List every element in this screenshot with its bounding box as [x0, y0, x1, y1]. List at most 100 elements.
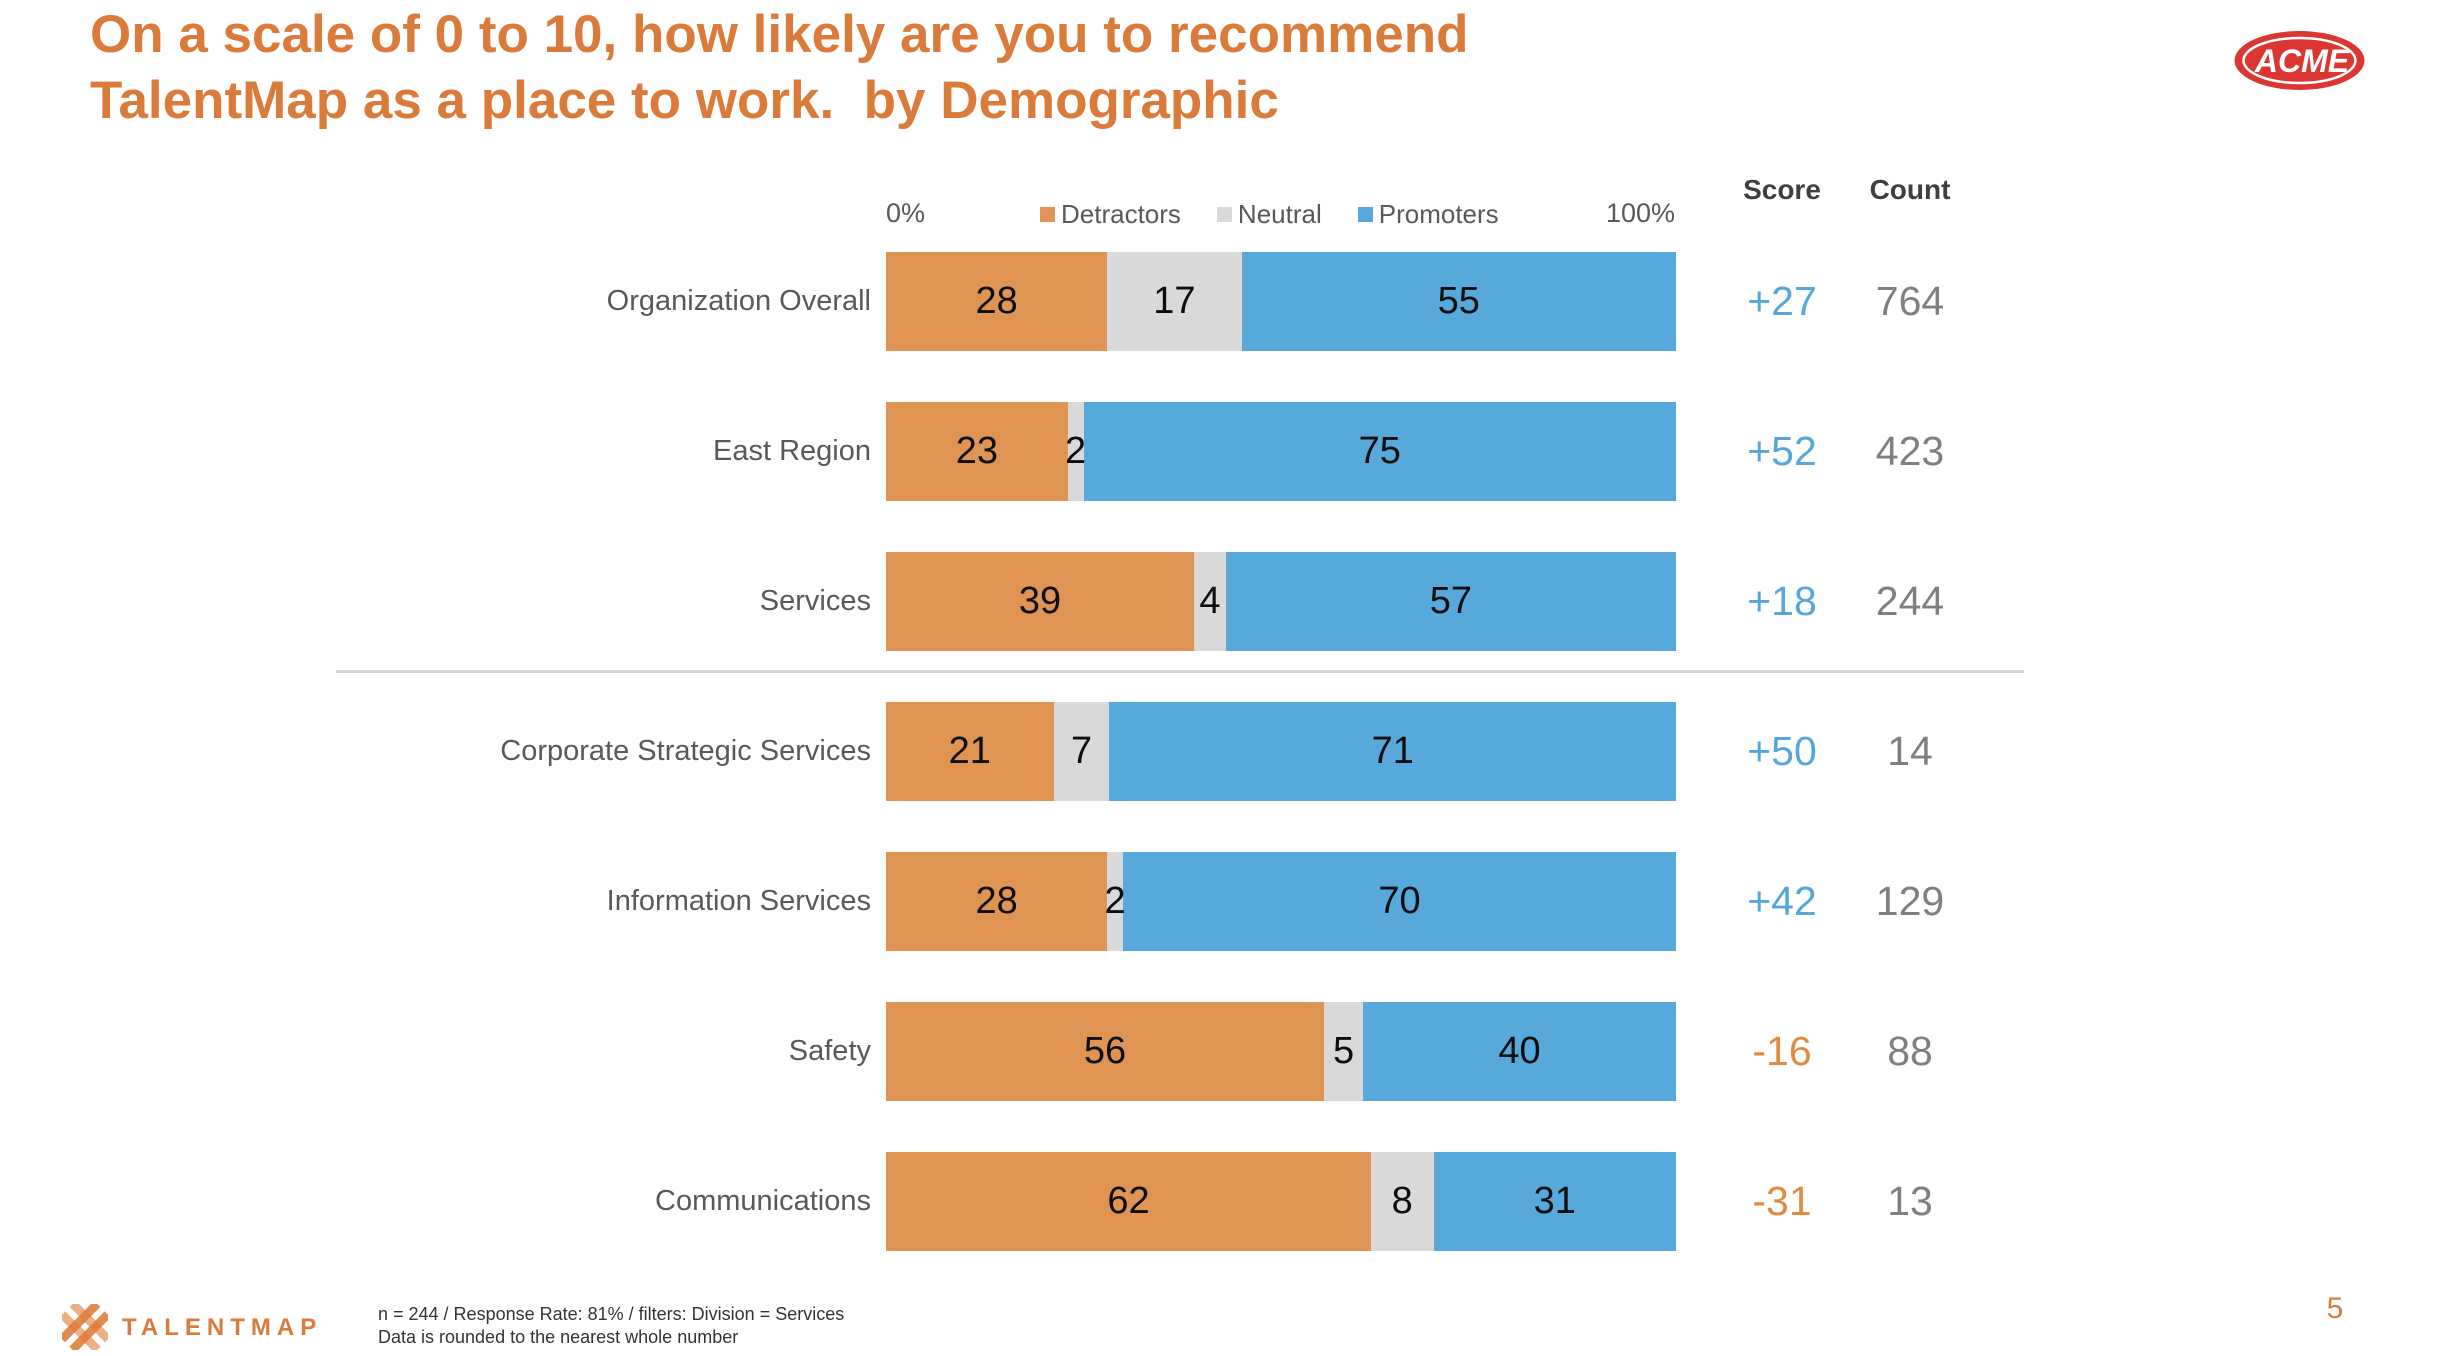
score-value: +42: [1747, 878, 1817, 924]
score-value: -16: [1752, 1028, 1812, 1074]
bar-segment-promoters: 55: [1241, 252, 1676, 351]
bar-segment-detractors: 28: [886, 252, 1108, 351]
chart-row: Corporate Strategic Services 21 7 71 +50 1…: [0, 702, 2438, 801]
bar-segment-neutral: 2: [1104, 852, 1126, 951]
bar-segment-detractors: 39: [886, 552, 1195, 651]
score-value: +27: [1747, 278, 1817, 324]
segment-value: 21: [948, 730, 991, 772]
segment-value: 62: [1107, 1180, 1150, 1222]
stacked-bar: 62 8 31: [886, 1152, 1676, 1251]
stacked-bar: 28 2 70: [886, 852, 1676, 951]
legend-item: Detractors: [1040, 199, 1181, 230]
count-value: 764: [1875, 278, 1945, 324]
segment-value: 40: [1498, 1030, 1541, 1072]
segment-value: 23: [955, 430, 998, 472]
chart-row: Services 39 4 57 +18 244: [0, 552, 2438, 651]
stacked-bar: 56 5 40: [886, 1002, 1676, 1101]
segment-value: 8: [1391, 1180, 1413, 1222]
legend-label: Detractors: [1061, 199, 1181, 229]
score-column-header: Score: [1743, 174, 1821, 205]
segment-value: 2: [1104, 880, 1126, 922]
stacked-bar: 23 2 75: [886, 402, 1676, 501]
section-divider: [336, 670, 2024, 673]
count-value: 88: [1887, 1028, 1933, 1074]
row-label: East Region: [713, 435, 871, 467]
count-column-header: Count: [1869, 174, 1951, 205]
stacked-bar: 28 17 55: [886, 252, 1676, 351]
row-label: Corporate Strategic Services: [500, 735, 871, 767]
bar-segment-neutral: 5: [1324, 1002, 1364, 1101]
footnote-line2: Data is rounded to the nearest whole num…: [378, 1327, 739, 1347]
segment-value: 17: [1153, 280, 1196, 322]
acme-logo-text: ACME: [2254, 43, 2351, 79]
bar-segment-promoters: 70: [1123, 852, 1676, 951]
segment-value: 75: [1358, 430, 1401, 472]
segment-value: 28: [975, 280, 1018, 322]
segment-value: 7: [1070, 730, 1093, 772]
legend-swatch-icon: [1216, 207, 1232, 222]
bar-segment-detractors: 21: [886, 702, 1054, 801]
segment-value: 5: [1333, 1030, 1355, 1072]
score-value: +50: [1747, 728, 1817, 774]
row-label: Services: [759, 585, 871, 617]
bar-segment-promoters: 40: [1363, 1002, 1676, 1101]
talentmap-logo-icon: [62, 1304, 108, 1350]
bar-segment-detractors: 62: [886, 1152, 1371, 1251]
count-value: 244: [1875, 578, 1945, 624]
chart-row: East Region 23 2 75 +52 423: [0, 402, 2438, 501]
bar-segment-promoters: 57: [1225, 552, 1676, 651]
legend: Detractors Neutral Promoters: [1040, 199, 1499, 230]
bar-segment-promoters: 75: [1083, 402, 1676, 501]
stacked-bar: 21 7 71: [886, 702, 1676, 801]
chart-row: Safety 56 5 40 -16 88: [0, 1002, 2438, 1101]
segment-value: 70: [1378, 880, 1421, 922]
count-value: 14: [1887, 728, 1933, 774]
row-label: Information Services: [606, 885, 871, 917]
segment-value: 39: [1018, 580, 1062, 622]
acme-logo: ACME: [2234, 31, 2365, 90]
page-title-line2: TalentMap as a place to work. by Demogra…: [90, 71, 1279, 130]
legend-swatch-icon: [1357, 207, 1373, 222]
row-label: Communications: [655, 1185, 871, 1217]
legend-swatch-icon: [1040, 207, 1055, 222]
legend-item: Neutral: [1216, 199, 1322, 230]
bar-segment-neutral: 7: [1053, 702, 1110, 801]
segment-value: 56: [1083, 1030, 1127, 1072]
legend-label: Neutral: [1237, 199, 1322, 229]
axis-label-100-percent: 100%: [1605, 198, 1675, 228]
talentmap-logo-text: TALENTMAP: [122, 1314, 323, 1341]
page-title-line1: On a scale of 0 to 10, how likely are yo…: [90, 5, 1469, 64]
count-value: 423: [1875, 428, 1945, 474]
bar-segment-detractors: 28: [886, 852, 1108, 951]
segment-value: 57: [1429, 580, 1472, 622]
bar-segment-neutral: 4: [1194, 552, 1226, 651]
legend-item: Promoters: [1357, 199, 1499, 230]
segment-value: 4: [1199, 580, 1221, 622]
segment-value: 28: [975, 880, 1018, 922]
segment-value: 2: [1065, 430, 1087, 472]
legend-label: Promoters: [1378, 199, 1499, 229]
row-label: Safety: [788, 1035, 871, 1067]
bar-segment-promoters: 71: [1109, 702, 1676, 801]
chart-row: Organization Overall 28 17 55 +27 764: [0, 252, 2438, 351]
page-number: 5: [2326, 1292, 2344, 1325]
segment-value: 31: [1533, 1180, 1576, 1222]
chart-rows: Organization Overall 28 17 55 +27 764 East…: [0, 252, 2438, 1302]
stacked-bar: 39 4 57: [886, 552, 1676, 651]
segment-value: 71: [1371, 730, 1414, 772]
bar-segment-detractors: 56: [886, 1002, 1325, 1101]
score-value: +18: [1747, 578, 1817, 624]
bar-segment-neutral: 2: [1065, 402, 1087, 501]
count-value: 129: [1875, 878, 1945, 924]
count-value: 13: [1887, 1178, 1933, 1224]
score-value: -31: [1752, 1178, 1812, 1224]
chart-row: Communications 62 8 31 -31 13: [0, 1152, 2438, 1251]
segment-value: 55: [1437, 280, 1480, 322]
chart-row: Information Services 28 2 70 +42 129: [0, 852, 2438, 951]
bar-segment-neutral: 17: [1107, 252, 1242, 351]
bar-segment-promoters: 31: [1433, 1152, 1676, 1251]
axis-label-0-percent: 0%: [886, 198, 926, 228]
bar-segment-detractors: 23: [886, 402, 1068, 501]
footnote-line1: n = 244 / Response Rate: 81% / filters: …: [378, 1304, 845, 1324]
